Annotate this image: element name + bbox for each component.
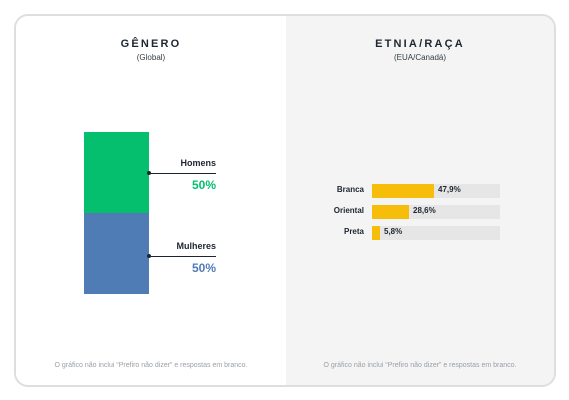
- bar-preta: [372, 226, 380, 240]
- bar-row-branca: Branca 47,9%: [286, 183, 554, 199]
- value-label-preta: 5,8%: [384, 227, 403, 236]
- bar-branca: [372, 184, 434, 198]
- bar-row-oriental: Oriental 28,6%: [286, 204, 554, 220]
- bar-row-preta: Preta 5,8%: [286, 225, 554, 241]
- men-label: Homens: [180, 158, 216, 168]
- women-label: Mulheres: [176, 241, 216, 251]
- category-label-oriental: Oriental: [333, 206, 364, 215]
- bar-track-oriental: [372, 205, 500, 219]
- ethnicity-title: ETNIA/RAÇA: [375, 38, 465, 50]
- category-label-preta: Preta: [343, 227, 364, 236]
- gender-subtitle: (Global): [136, 53, 166, 62]
- men-leader-line: [149, 173, 216, 174]
- bar-segment-women: [84, 213, 149, 294]
- women-value: 50%: [191, 261, 216, 275]
- ethnicity-subtitle: (EUA/Canadá): [393, 53, 447, 62]
- value-label-branca: 47,9%: [438, 185, 461, 194]
- ethnicity-panel: ETNIA/RAÇA (EUA/Canadá) Branca 47,9% Ori…: [286, 16, 554, 385]
- value-label-oriental: 28,6%: [413, 206, 436, 215]
- bar-track-preta: [372, 226, 500, 240]
- gender-footnote: O gráfico não inclui “Prefiro não dizer”…: [54, 362, 248, 369]
- bar-oriental: [372, 205, 409, 219]
- category-label-branca: Branca: [336, 185, 364, 194]
- ethnicity-footnote: O gráfico não inclui “Prefiro não dizer”…: [323, 362, 517, 369]
- gender-title: GÊNERO: [120, 38, 182, 50]
- women-leader-line: [149, 256, 216, 257]
- bar-segment-men: [84, 132, 149, 213]
- gender-stacked-bar: [84, 132, 149, 294]
- men-value: 50%: [191, 178, 216, 192]
- bar-track-branca: [372, 184, 500, 198]
- gender-panel: GÊNERO (Global) Homens 50% Mulheres 50% …: [16, 16, 286, 385]
- demographics-card: GÊNERO (Global) Homens 50% Mulheres 50% …: [14, 14, 556, 387]
